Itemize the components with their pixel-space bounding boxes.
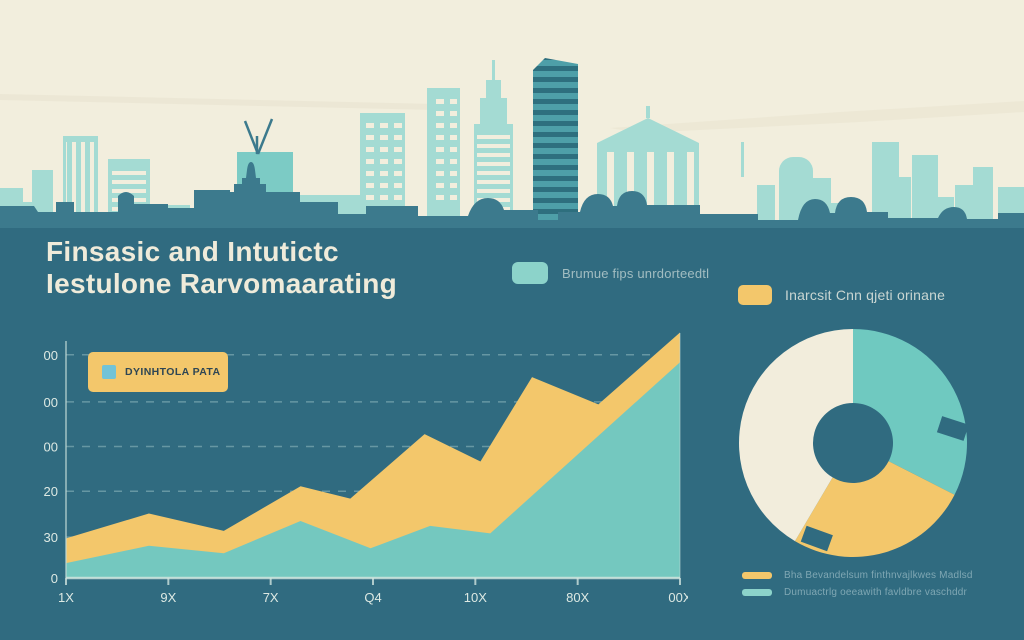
area-labels: 00 00 00 20 30 01X 9X 7X Q4 10X 80X 00X [44, 348, 688, 605]
bottom-legend-label-1: Bha Bevandelsum finthnvajlkwes Madlsd [784, 570, 973, 581]
svg-text:80X: 80X [566, 590, 589, 605]
svg-text:0: 0 [51, 571, 58, 586]
page-title: Finsasic and Intutictc Iestulone Rarvoma… [46, 236, 397, 300]
legend-item-teal: Brumue fips unrdorteedtl [512, 262, 709, 284]
svg-text:00X: 00X [668, 590, 688, 605]
city-skyline-illustration [0, 0, 1024, 232]
area-series [66, 332, 680, 578]
bottom-legend-item-teal: Dumuactrlg oeeawith favldbre vaschddr [742, 587, 973, 598]
foreground-skyline-silhouette [0, 162, 1024, 232]
teal-legend-swatch [512, 262, 548, 284]
title-line-2: Iestulone Rarvomaarating [46, 267, 398, 299]
donut-notch-bottom [800, 525, 833, 552]
contrail-right [610, 101, 1024, 133]
bottom-legend-label-2: Dumuactrlg oeeawith favldbre vaschddr [784, 587, 968, 598]
yellow-legend-label: Inarcsit Cnn qjeti orinane [785, 287, 946, 303]
svg-text:00: 00 [44, 440, 58, 455]
contrail-left [0, 94, 436, 110]
donut-notch-right [936, 416, 969, 441]
svg-text:00: 00 [44, 348, 58, 363]
legend-item-yellow: Inarcsit Cnn qjeti orinane [738, 285, 945, 305]
donut-chart [739, 329, 969, 557]
tv-antenna-icon [243, 118, 274, 155]
svg-text:10X: 10X [464, 590, 487, 605]
title-line-1: Finsasic and Intutictc [46, 236, 339, 267]
teal-line-swatch [742, 589, 772, 596]
svg-text:7X: 7X [263, 590, 279, 605]
area-chart: 00 00 00 20 30 01X 9X 7X Q4 10X 80X 00X [44, 332, 688, 605]
bottom-legend-item-yellow: Bha Bevandelsum finthnvajlkwes Madlsd [742, 570, 973, 581]
svg-text:1X: 1X [58, 590, 74, 605]
inner-legend-swatch [102, 365, 116, 379]
inner-legend-label: DYINHTOLA PATA [125, 366, 221, 378]
donut-segments [739, 329, 967, 557]
svg-text:20: 20 [44, 484, 58, 499]
svg-text:30: 30 [44, 530, 58, 545]
yellow-line-swatch [742, 572, 772, 579]
svg-text:00: 00 [44, 395, 58, 410]
svg-text:Q4: Q4 [364, 590, 381, 605]
yellow-legend-swatch [738, 285, 772, 305]
teal-legend-label: Brumue fips unrdorteedtl [562, 265, 710, 281]
svg-text:9X: 9X [160, 590, 176, 605]
chart-inner-legend: DYINHTOLA PATA [88, 352, 228, 392]
bottom-legend: Bha Bevandelsum finthnvajlkwes Madlsd Du… [742, 570, 973, 604]
